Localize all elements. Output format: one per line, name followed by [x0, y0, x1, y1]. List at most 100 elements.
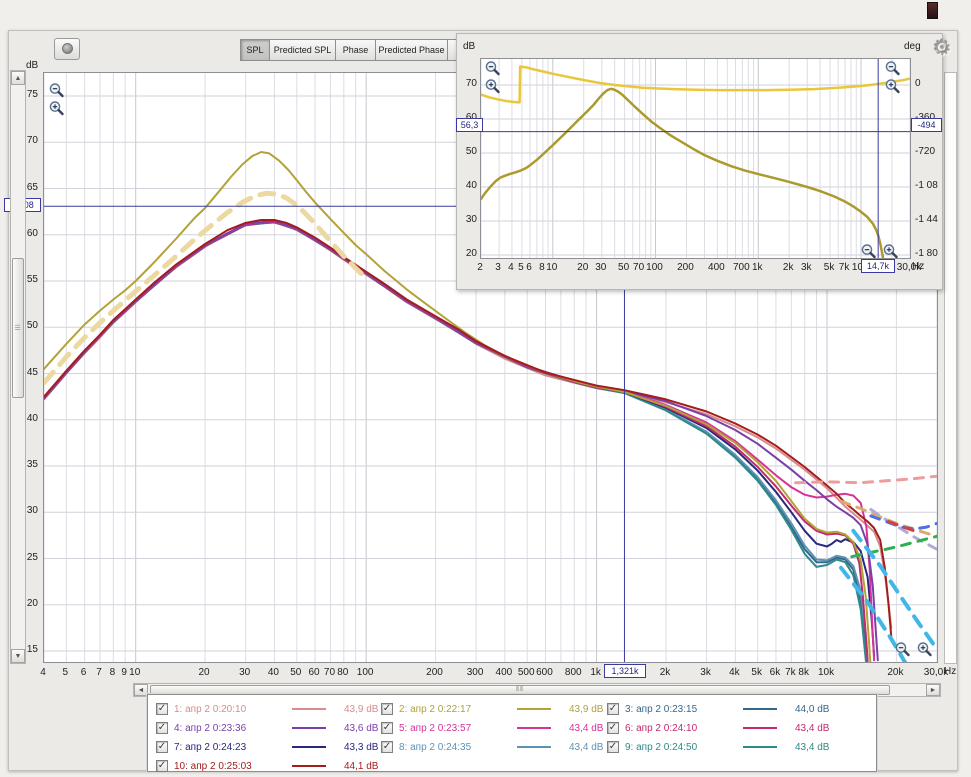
main-x-tick-70: 70 — [323, 667, 336, 678]
legend-checkbox[interactable]: ✓ — [156, 703, 168, 715]
inset-zoom-in-button-tr[interactable] — [884, 78, 901, 95]
inset-x-tick-8: 8 — [539, 262, 545, 273]
legend-checkbox[interactable]: ✓ — [381, 741, 393, 753]
inset-x-tick-30: 30 — [595, 262, 607, 273]
main-y-tick-40: 40 — [26, 412, 38, 424]
inset-y-axis-unit: dB — [463, 41, 476, 52]
magnifier-icon — [885, 79, 900, 94]
legend-line-swatch — [517, 708, 551, 710]
thumb-grip-icon: ☰ — [14, 325, 22, 332]
legend-checkbox[interactable]: ✓ — [607, 741, 619, 753]
legend-checkbox[interactable]: ✓ — [607, 722, 619, 734]
legend-item: ✓ 10: апр 2 0:25:03 44,1 dB — [156, 758, 378, 774]
inset-y-tick-60: 60 — [459, 112, 477, 123]
inset-x-tick-5: 5 — [518, 262, 524, 273]
main-y-tick-45: 45 — [26, 366, 38, 378]
inset-x-axis-unit: Hz — [912, 261, 925, 272]
legend-label: 4: апр 2 0:23:36 — [174, 722, 247, 734]
inset-x-tick-2: 2 — [477, 262, 483, 273]
legend-label: 2: апр 2 0:22:17 — [399, 703, 472, 715]
inset-db-cursor-readout[interactable]: 56,3 — [456, 118, 483, 132]
inset-zoom-out-button-br[interactable] — [860, 243, 877, 260]
right-axis-strip[interactable] — [944, 72, 957, 664]
main-x-tick-100: 100 — [356, 667, 374, 678]
magnifier-icon — [485, 61, 500, 76]
legend-db-value: 43,4 dB — [569, 722, 604, 734]
inset-zoom-out-button-tr[interactable] — [884, 60, 901, 77]
legend-db-value: 43,9 dB — [344, 703, 379, 715]
inset-x-tick-5k: 5k — [823, 262, 835, 273]
tab-predicted-spl[interactable]: Predicted SPL — [270, 39, 336, 61]
inset-freq-cursor-readout[interactable]: 14,7k — [861, 259, 895, 273]
legend-checkbox[interactable]: ✓ — [156, 722, 168, 734]
legend-line-swatch — [292, 727, 326, 729]
main-zoom-out-button-br[interactable] — [894, 641, 911, 658]
scroll-right-button[interactable]: ► — [926, 684, 940, 696]
scroll-left-button[interactable]: ◄ — [134, 684, 148, 696]
series-overlay-cyan-dashed-2 — [839, 565, 908, 662]
main-x-tick-600: 600 — [536, 667, 553, 678]
legend-checkbox[interactable]: ✓ — [381, 722, 393, 734]
legend-label: 8: апр 2 0:24:35 — [399, 741, 472, 753]
inset-deg-tick--144: -1 44 — [915, 214, 938, 225]
level-scrollbar-thumb[interactable]: ☰ — [12, 258, 24, 398]
main-x-tick-10k: 10k — [817, 667, 835, 678]
inset-y-tick-40: 40 — [465, 180, 477, 191]
magnifier-icon — [49, 83, 64, 98]
legend-line-swatch — [292, 708, 326, 710]
inset-deg-tick-0: 0 — [915, 78, 921, 89]
inset-deg-tick--108: -1 08 — [915, 180, 938, 191]
scroll-down-button[interactable]: ▼ — [11, 649, 25, 663]
legend-line-swatch — [743, 708, 777, 710]
magnifier-icon — [885, 61, 900, 76]
inset-zoom-out-button-tl[interactable] — [484, 60, 501, 77]
thumb-grip-icon: ⦀⦀ — [515, 686, 525, 693]
series-phase-yellow — [481, 65, 910, 104]
main-x-tick-60: 60 — [308, 667, 320, 678]
scroll-up-button[interactable]: ▲ — [11, 71, 25, 85]
legend-checkbox[interactable]: ✓ — [607, 703, 619, 715]
series-overlay-salmon-dashed — [794, 474, 937, 485]
tab-spl[interactable]: SPL — [240, 39, 270, 61]
settings-gear-icon[interactable]: ⚙ — [933, 37, 952, 60]
legend-checkbox[interactable]: ✓ — [381, 703, 393, 715]
inset-x-tick-10: 10 — [546, 262, 558, 273]
legend-item: ✓ 7: апр 2 0:24:23 43,3 dB — [156, 739, 378, 755]
main-freq-cursor-readout[interactable]: 1,321k — [604, 664, 646, 678]
inset-deg-tick--180: -1 80 — [915, 248, 938, 259]
main-x-tick-50: 50 — [290, 667, 302, 678]
main-zoom-out-button[interactable] — [48, 82, 65, 99]
inset-y-tick-70: 70 — [465, 78, 477, 89]
legend-line-swatch — [517, 746, 551, 748]
main-x-tick-40: 40 — [267, 667, 279, 678]
main-x-tick-5k: 5k — [751, 667, 762, 678]
legend-db-value: 43,6 dB — [344, 722, 379, 734]
main-y-tick-25: 25 — [26, 551, 38, 563]
inset-deg-cursor-readout[interactable]: -494 — [911, 118, 942, 132]
main-zoom-in-button[interactable] — [48, 100, 65, 117]
main-x-tick-8k: 8k — [798, 667, 809, 678]
main-x-tick-7: 7 — [96, 667, 102, 678]
tab-phase[interactable]: Phase — [336, 39, 376, 61]
main-zoom-in-button-br[interactable] — [916, 641, 933, 658]
series-overlay-green-dashed — [850, 534, 937, 559]
legend-checkbox[interactable]: ✓ — [156, 760, 168, 772]
snapshot-button[interactable] — [54, 38, 80, 60]
legend-label: 7: апр 2 0:24:23 — [174, 741, 247, 753]
frequency-scrollbar[interactable]: ◄ ⦀⦀ ► — [133, 683, 941, 697]
legend-checkbox[interactable]: ✓ — [156, 741, 168, 753]
tab-predicted-phase[interactable]: Predicted Phase — [376, 39, 448, 61]
inset-zoom-in-button-br[interactable] — [882, 243, 899, 260]
legend-db-value: 43,4 dB — [569, 741, 604, 753]
main-x-tick-300: 300 — [466, 667, 484, 678]
measurement-legend: ✓ 1: апр 2 0:20:10 43,9 dB ✓ 2: апр 2 0:22:1… — [147, 694, 877, 772]
main-x-tick-4: 4 — [40, 667, 46, 678]
main-x-axis-unit: Hz — [944, 666, 957, 677]
main-x-tick-400: 400 — [495, 667, 513, 678]
series-overlay-cyan-dashed-1 — [851, 528, 937, 652]
main-x-tick-6k: 6k — [769, 667, 781, 678]
inset-deg-tick--720: -720 — [915, 146, 936, 157]
main-y-tick-70: 70 — [26, 135, 38, 147]
inset-zoom-in-button-tl[interactable] — [484, 78, 501, 95]
level-scrollbar[interactable]: ▲ ☰ ▼ — [10, 70, 26, 664]
